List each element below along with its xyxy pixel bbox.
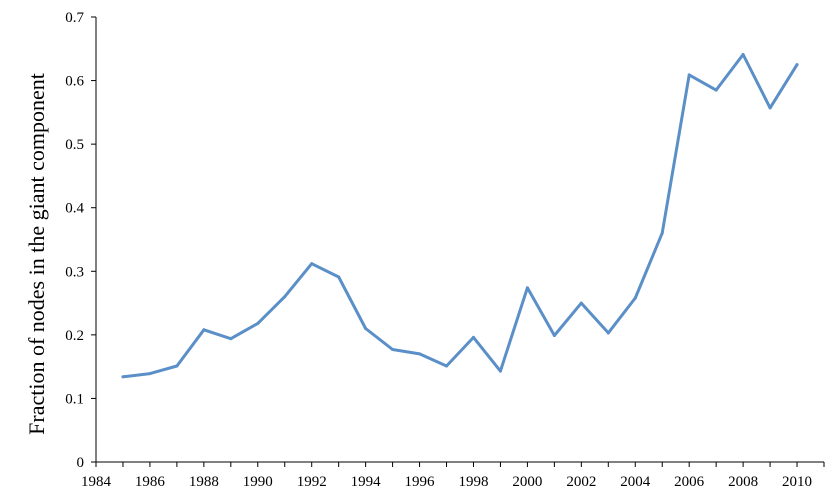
x-tick-label: 1988: [189, 474, 219, 490]
data-point: [498, 369, 502, 373]
data-point: [633, 296, 637, 300]
data-point: [310, 262, 314, 266]
x-tick-label: 1998: [458, 474, 488, 490]
x-tick-label: 1994: [351, 474, 382, 490]
data-point: [445, 364, 449, 368]
y-tick-label: 0: [77, 455, 85, 471]
data-point: [256, 321, 260, 325]
data-point: [471, 335, 475, 339]
data-point: [148, 372, 152, 376]
x-axis-ticks: 1984 1986 1988 1990 1992 1994 1996 1998 2000 2002…: [81, 462, 825, 490]
y-tick-label: 0.4: [65, 201, 84, 217]
x-tick-label: 2000: [512, 474, 542, 490]
y-axis-ticks: 0 0.1 0.2 0.3 0.4 0.5 0.6 0.7: [65, 10, 96, 471]
data-point: [283, 295, 287, 299]
x-tick-label: 2002: [566, 474, 596, 490]
data-point: [337, 275, 341, 279]
data-point: [391, 347, 395, 351]
data-point: [175, 364, 179, 368]
data-point: [202, 328, 206, 332]
data-point: [552, 333, 556, 337]
data-point: [687, 73, 691, 77]
x-tick-label: 2006: [674, 474, 705, 490]
data-point: [768, 106, 772, 110]
x-tick-label: 1990: [243, 474, 273, 490]
data-point: [229, 337, 233, 341]
x-tick-label: 1992: [297, 474, 327, 490]
x-tick-label: 1996: [405, 474, 436, 490]
y-tick-label: 0.5: [65, 137, 84, 153]
x-tick-label: 2010: [782, 474, 812, 490]
data-point: [525, 286, 529, 290]
series-line: [121, 53, 799, 379]
data-point: [741, 53, 745, 57]
data-point: [364, 327, 368, 330]
data-point: [606, 331, 610, 335]
y-axis-title: Fraction of nodes in the giant component: [24, 73, 49, 435]
y-tick-label: 0.6: [65, 74, 84, 90]
x-tick-label: 1986: [135, 474, 166, 490]
data-point: [418, 352, 422, 356]
y-tick-label: 0.7: [65, 10, 84, 26]
data-point: [714, 88, 718, 92]
x-tick-label: 2004: [620, 474, 651, 490]
data-point: [121, 375, 125, 379]
y-tick-label: 0.1: [65, 391, 84, 407]
y-tick-label: 0.2: [65, 328, 84, 344]
x-tick-label: 1984: [81, 474, 112, 490]
x-tick-label: 2008: [728, 474, 758, 490]
data-point: [660, 231, 664, 235]
axes: [95, 17, 824, 463]
series-group: [121, 53, 799, 379]
data-point: [579, 301, 583, 305]
data-point: [795, 63, 799, 67]
y-tick-label: 0.3: [65, 264, 84, 280]
